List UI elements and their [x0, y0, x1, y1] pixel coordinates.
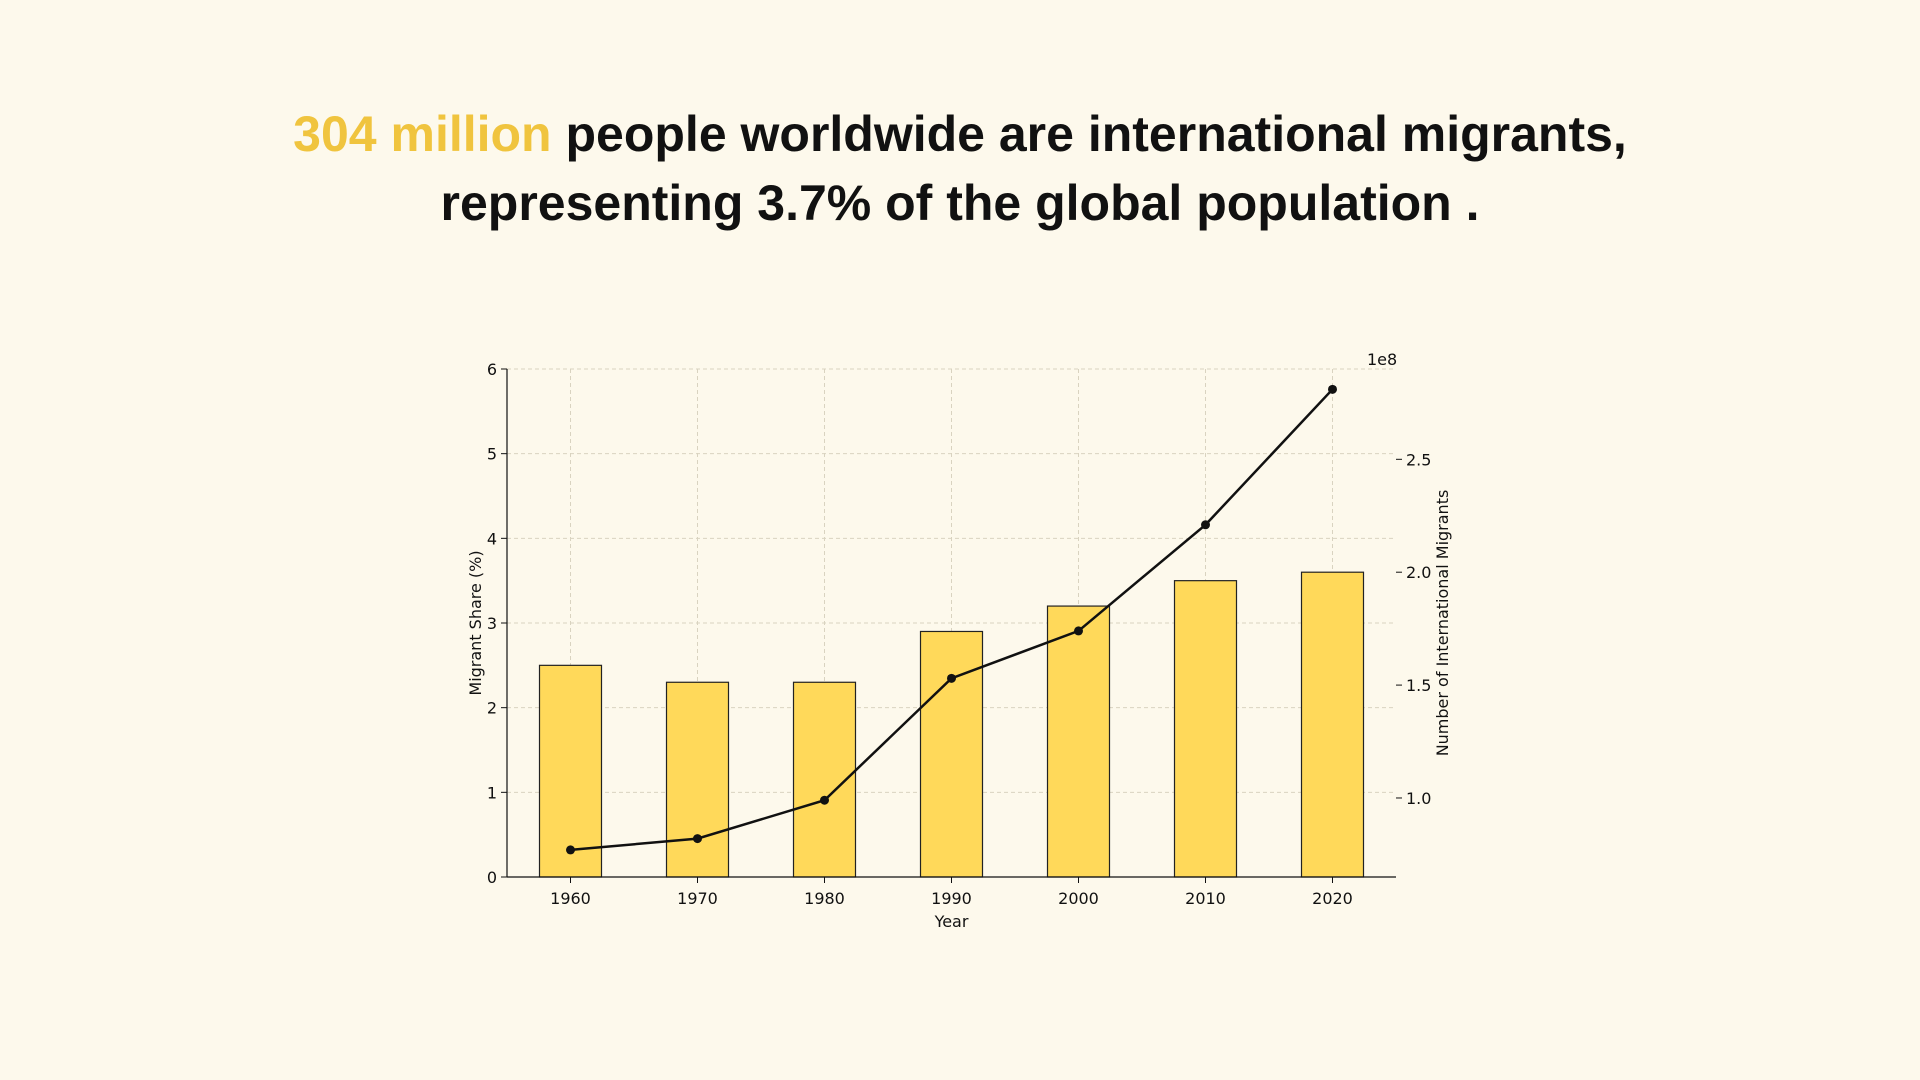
headline-line-1-text: people worldwide are international migra…	[551, 106, 1627, 162]
bar-1970	[665, 681, 730, 878]
y-tick-label: 0	[487, 868, 497, 887]
bar-2010	[1173, 580, 1238, 878]
headline: 304 million people worldwide are interna…	[0, 100, 1920, 238]
x-axis-title: Year	[934, 912, 969, 931]
migrants-point-1990	[947, 673, 956, 683]
x-tick-label: 1960	[550, 889, 591, 908]
y2-tick-label: 2.0	[1406, 563, 1431, 582]
y-axis-title: Migrant Share (%)	[466, 550, 485, 695]
y2-tick-label: 2.5	[1406, 450, 1431, 469]
bar-1960	[538, 664, 603, 878]
y2-offset-label: 1e8	[1367, 350, 1397, 369]
x-tick-label: 2020	[1312, 889, 1353, 908]
migrants-point-1970	[693, 834, 702, 844]
x-tick-label: 1970	[677, 889, 718, 908]
line-layer	[566, 384, 1337, 855]
headline-line-2: representing 3.7% of the global populati…	[440, 175, 1480, 231]
migrants-point-2000	[1074, 626, 1083, 636]
headline-highlight: 304 million	[293, 106, 552, 162]
x-tick-label: 2000	[1058, 889, 1099, 908]
y2-tick-label: 1.5	[1406, 676, 1431, 695]
migrants-point-2020	[1328, 384, 1337, 394]
y-tick-label: 6	[487, 360, 497, 379]
y-tick-label: 1	[487, 783, 497, 802]
migrants-point-1980	[820, 795, 829, 805]
x-tick-label: 1980	[804, 889, 845, 908]
bar-2020	[1300, 571, 1365, 878]
x-tick-label: 1990	[931, 889, 972, 908]
bar-1990	[919, 630, 984, 878]
y2-tick-label: 1.0	[1406, 789, 1431, 808]
y-tick-label: 4	[487, 529, 497, 548]
headline-line-1: 304 million people worldwide are interna…	[0, 100, 1920, 169]
axes-layer: 0 1 2 3 4 5 6 1960 1970 1980 1990 2000 2010 2020 1.0 1.…	[487, 360, 1432, 908]
y-tick-label: 3	[487, 614, 497, 633]
y-tick-label: 2	[487, 699, 497, 718]
bar-2000	[1046, 605, 1111, 878]
bars-layer	[538, 571, 1365, 878]
migrants-point-1960	[566, 845, 575, 855]
migrants-point-2010	[1201, 520, 1210, 530]
y2-axis-title: Number of International Migrants	[1433, 490, 1452, 757]
y-tick-label: 5	[487, 445, 497, 464]
x-tick-label: 2010	[1185, 889, 1226, 908]
